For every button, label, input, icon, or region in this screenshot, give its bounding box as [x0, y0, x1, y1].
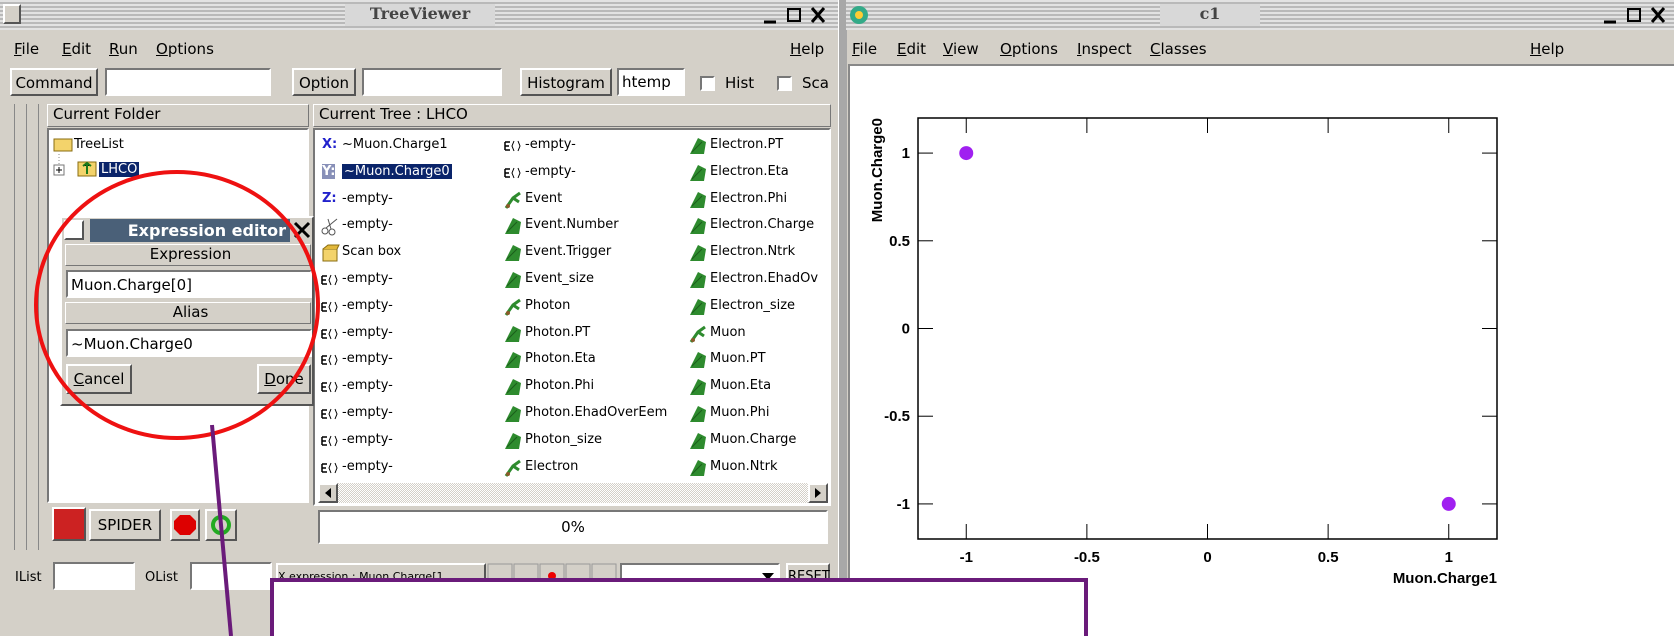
screen: TreeViewer Help Command Option Histogram…: [0, 0, 1674, 636]
y-tick-label: 0.5: [889, 233, 910, 250]
x-tick-label: 1: [1445, 549, 1453, 566]
y-axis-title: Muon.Charge0: [869, 118, 886, 222]
x-tick-label: 0: [1203, 549, 1211, 566]
point: [959, 146, 973, 160]
x-axis-title: Muon.Charge1: [1393, 570, 1497, 587]
point: [1442, 497, 1456, 511]
y-tick-label: -1: [897, 496, 910, 513]
y-tick-label: -0.5: [884, 408, 910, 425]
plot-layer: -1 -0.5 0 0.5 1 -1 -0.5 0 0.5 1 Muon.Charge1 Muon.C…: [0, 0, 1674, 636]
x-tick-label: 0.5: [1318, 549, 1339, 566]
x-tick-label: -0.5: [1074, 549, 1100, 566]
x-tick-label: -1: [960, 549, 973, 566]
y-tick-label: 0: [902, 321, 910, 338]
plot-frame: [918, 118, 1497, 539]
y-tick-label: 1: [902, 145, 910, 162]
